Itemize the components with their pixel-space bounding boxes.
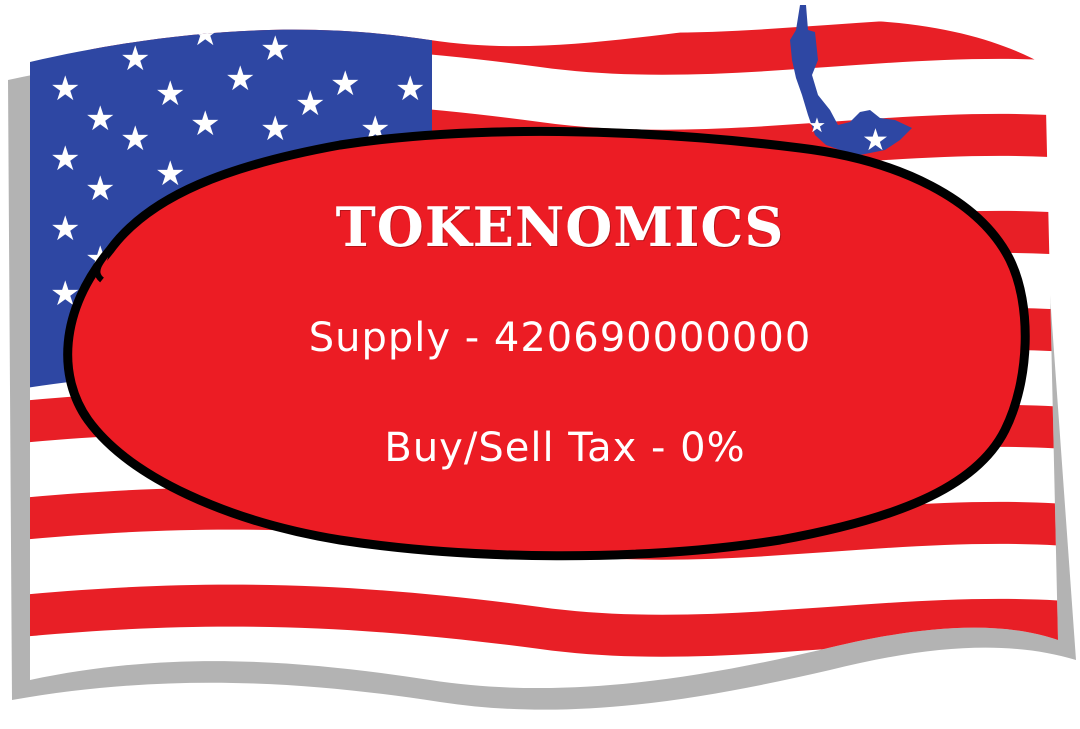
statue-of-liberty-icon: ★ ★ xyxy=(790,5,912,158)
svg-text:★: ★ xyxy=(295,84,325,124)
svg-text:★: ★ xyxy=(225,59,255,99)
svg-text:★: ★ xyxy=(190,14,220,54)
tokenomics-blob xyxy=(63,126,1030,561)
svg-text:★: ★ xyxy=(155,74,185,114)
svg-text:★: ★ xyxy=(260,109,290,149)
svg-text:★: ★ xyxy=(862,123,889,158)
svg-text:★: ★ xyxy=(120,39,150,79)
tax-text: Buy/Sell Tax - 0% xyxy=(384,425,746,471)
svg-text:★: ★ xyxy=(50,209,80,249)
svg-text:★: ★ xyxy=(155,154,185,194)
svg-text:★: ★ xyxy=(50,69,80,109)
svg-text:★: ★ xyxy=(330,64,360,104)
svg-text:★: ★ xyxy=(85,169,115,209)
svg-text:★: ★ xyxy=(190,104,220,144)
svg-text:★: ★ xyxy=(120,119,150,159)
svg-text:★: ★ xyxy=(85,99,115,139)
supply-text: Supply - 420690000000 xyxy=(308,315,812,361)
svg-text:★: ★ xyxy=(260,29,290,69)
star-icons: ★ ★ ★ ★ ★ ★ ★ ★ ★ ★ ★ ★ ★ ★ ★ ★ ★ ★ ★ ★ xyxy=(50,14,425,314)
svg-text:★: ★ xyxy=(395,69,425,109)
tokenomics-title: TOKENOMICS xyxy=(335,195,785,259)
svg-text:★: ★ xyxy=(50,139,80,179)
svg-text:★: ★ xyxy=(808,113,826,137)
